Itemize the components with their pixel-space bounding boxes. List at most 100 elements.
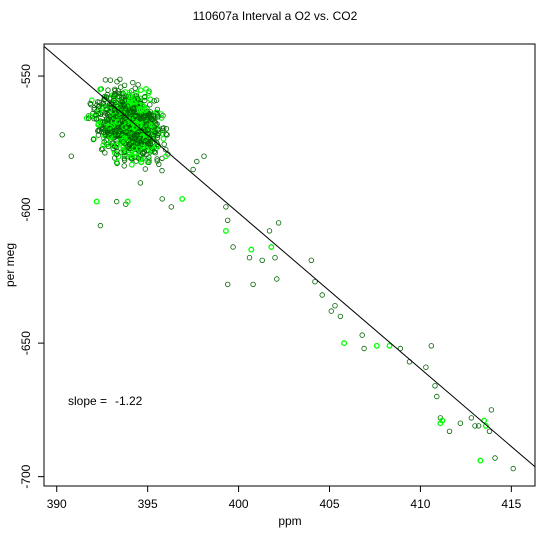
data-point	[337, 313, 344, 320]
y-tick-label: -700	[19, 464, 33, 488]
data-point	[328, 308, 334, 314]
data-point	[126, 141, 132, 148]
data-point	[164, 132, 170, 138]
data-point	[153, 139, 160, 146]
data-point	[136, 145, 143, 152]
data-point	[159, 167, 165, 174]
data-point	[132, 85, 138, 91]
data-point	[129, 152, 136, 159]
data-point	[88, 101, 94, 108]
data-point	[246, 255, 253, 261]
data-point	[149, 116, 156, 123]
data-point	[266, 228, 273, 234]
data-point	[140, 150, 146, 157]
data-point	[124, 198, 131, 205]
data-point	[97, 222, 104, 229]
data-point	[87, 100, 93, 107]
data-point	[163, 125, 170, 132]
data-point	[114, 148, 120, 154]
data-point	[308, 257, 314, 263]
data-point	[150, 135, 156, 142]
data-point	[248, 246, 255, 253]
data-point	[147, 109, 153, 115]
data-point	[113, 133, 119, 139]
data-point	[223, 204, 229, 210]
data-point	[472, 423, 478, 429]
data-point	[113, 144, 120, 151]
data-point	[275, 220, 282, 226]
data-point	[250, 281, 256, 288]
data-point	[121, 163, 127, 169]
data-point	[96, 103, 102, 109]
data-point	[397, 345, 404, 352]
data-point	[90, 136, 97, 143]
data-point	[102, 110, 109, 116]
data-point	[268, 244, 275, 250]
data-point	[133, 158, 139, 164]
data-point	[145, 126, 151, 133]
data-point	[163, 131, 169, 137]
data-point	[361, 345, 367, 352]
data-point	[373, 342, 380, 349]
data-point	[123, 124, 129, 130]
data-point	[97, 86, 104, 93]
data-point	[156, 130, 162, 136]
data-point	[106, 131, 112, 137]
data-point	[131, 125, 138, 132]
data-point	[119, 104, 126, 110]
chart-title: 110607a Interval a O2 vs. CO2	[193, 9, 358, 23]
data-point	[332, 303, 338, 309]
data-point	[108, 104, 114, 111]
data-point	[114, 78, 120, 85]
data-point	[201, 153, 207, 159]
data-point	[100, 142, 107, 149]
data-point	[105, 87, 111, 93]
x-tick-label: 400	[229, 497, 249, 511]
data-point	[68, 153, 74, 159]
plot-frame	[43, 43, 536, 487]
data-point	[95, 127, 102, 133]
x-tick-label: 405	[319, 497, 339, 511]
data-point	[120, 139, 126, 145]
data-point	[468, 415, 475, 421]
data-point	[488, 407, 495, 413]
data-point	[130, 105, 136, 112]
data-point	[105, 117, 111, 123]
data-point	[259, 257, 265, 263]
data-point	[190, 166, 196, 173]
data-point	[107, 133, 114, 140]
data-point	[95, 120, 102, 127]
data-point	[423, 364, 429, 370]
data-point	[116, 90, 123, 97]
data-point	[492, 455, 498, 461]
data-point	[117, 117, 123, 124]
data-point	[107, 77, 114, 83]
data-point	[230, 244, 236, 250]
data-point	[222, 227, 229, 234]
data-point	[120, 147, 127, 154]
data-point	[124, 103, 131, 109]
data-point	[128, 155, 135, 162]
data-point	[134, 96, 141, 102]
data-point	[152, 120, 159, 126]
y-axis: -550 -600 -650 -700	[19, 64, 44, 489]
data-point	[110, 129, 116, 136]
data-point	[119, 118, 125, 124]
data-point	[129, 134, 135, 140]
data-point	[109, 140, 116, 146]
data-point	[154, 156, 160, 162]
data-point	[428, 343, 434, 349]
data-point	[114, 160, 120, 167]
data-point	[152, 149, 159, 156]
data-point	[146, 159, 152, 165]
y-tick-label: -550	[19, 64, 33, 88]
regression-line	[43, 46, 536, 468]
data-point	[130, 98, 137, 105]
data-point	[93, 115, 99, 122]
data-point	[121, 149, 128, 155]
data-point	[482, 422, 489, 429]
data-point	[137, 87, 144, 94]
data-point	[457, 420, 464, 426]
data-point	[136, 115, 142, 121]
data-point	[160, 135, 167, 142]
